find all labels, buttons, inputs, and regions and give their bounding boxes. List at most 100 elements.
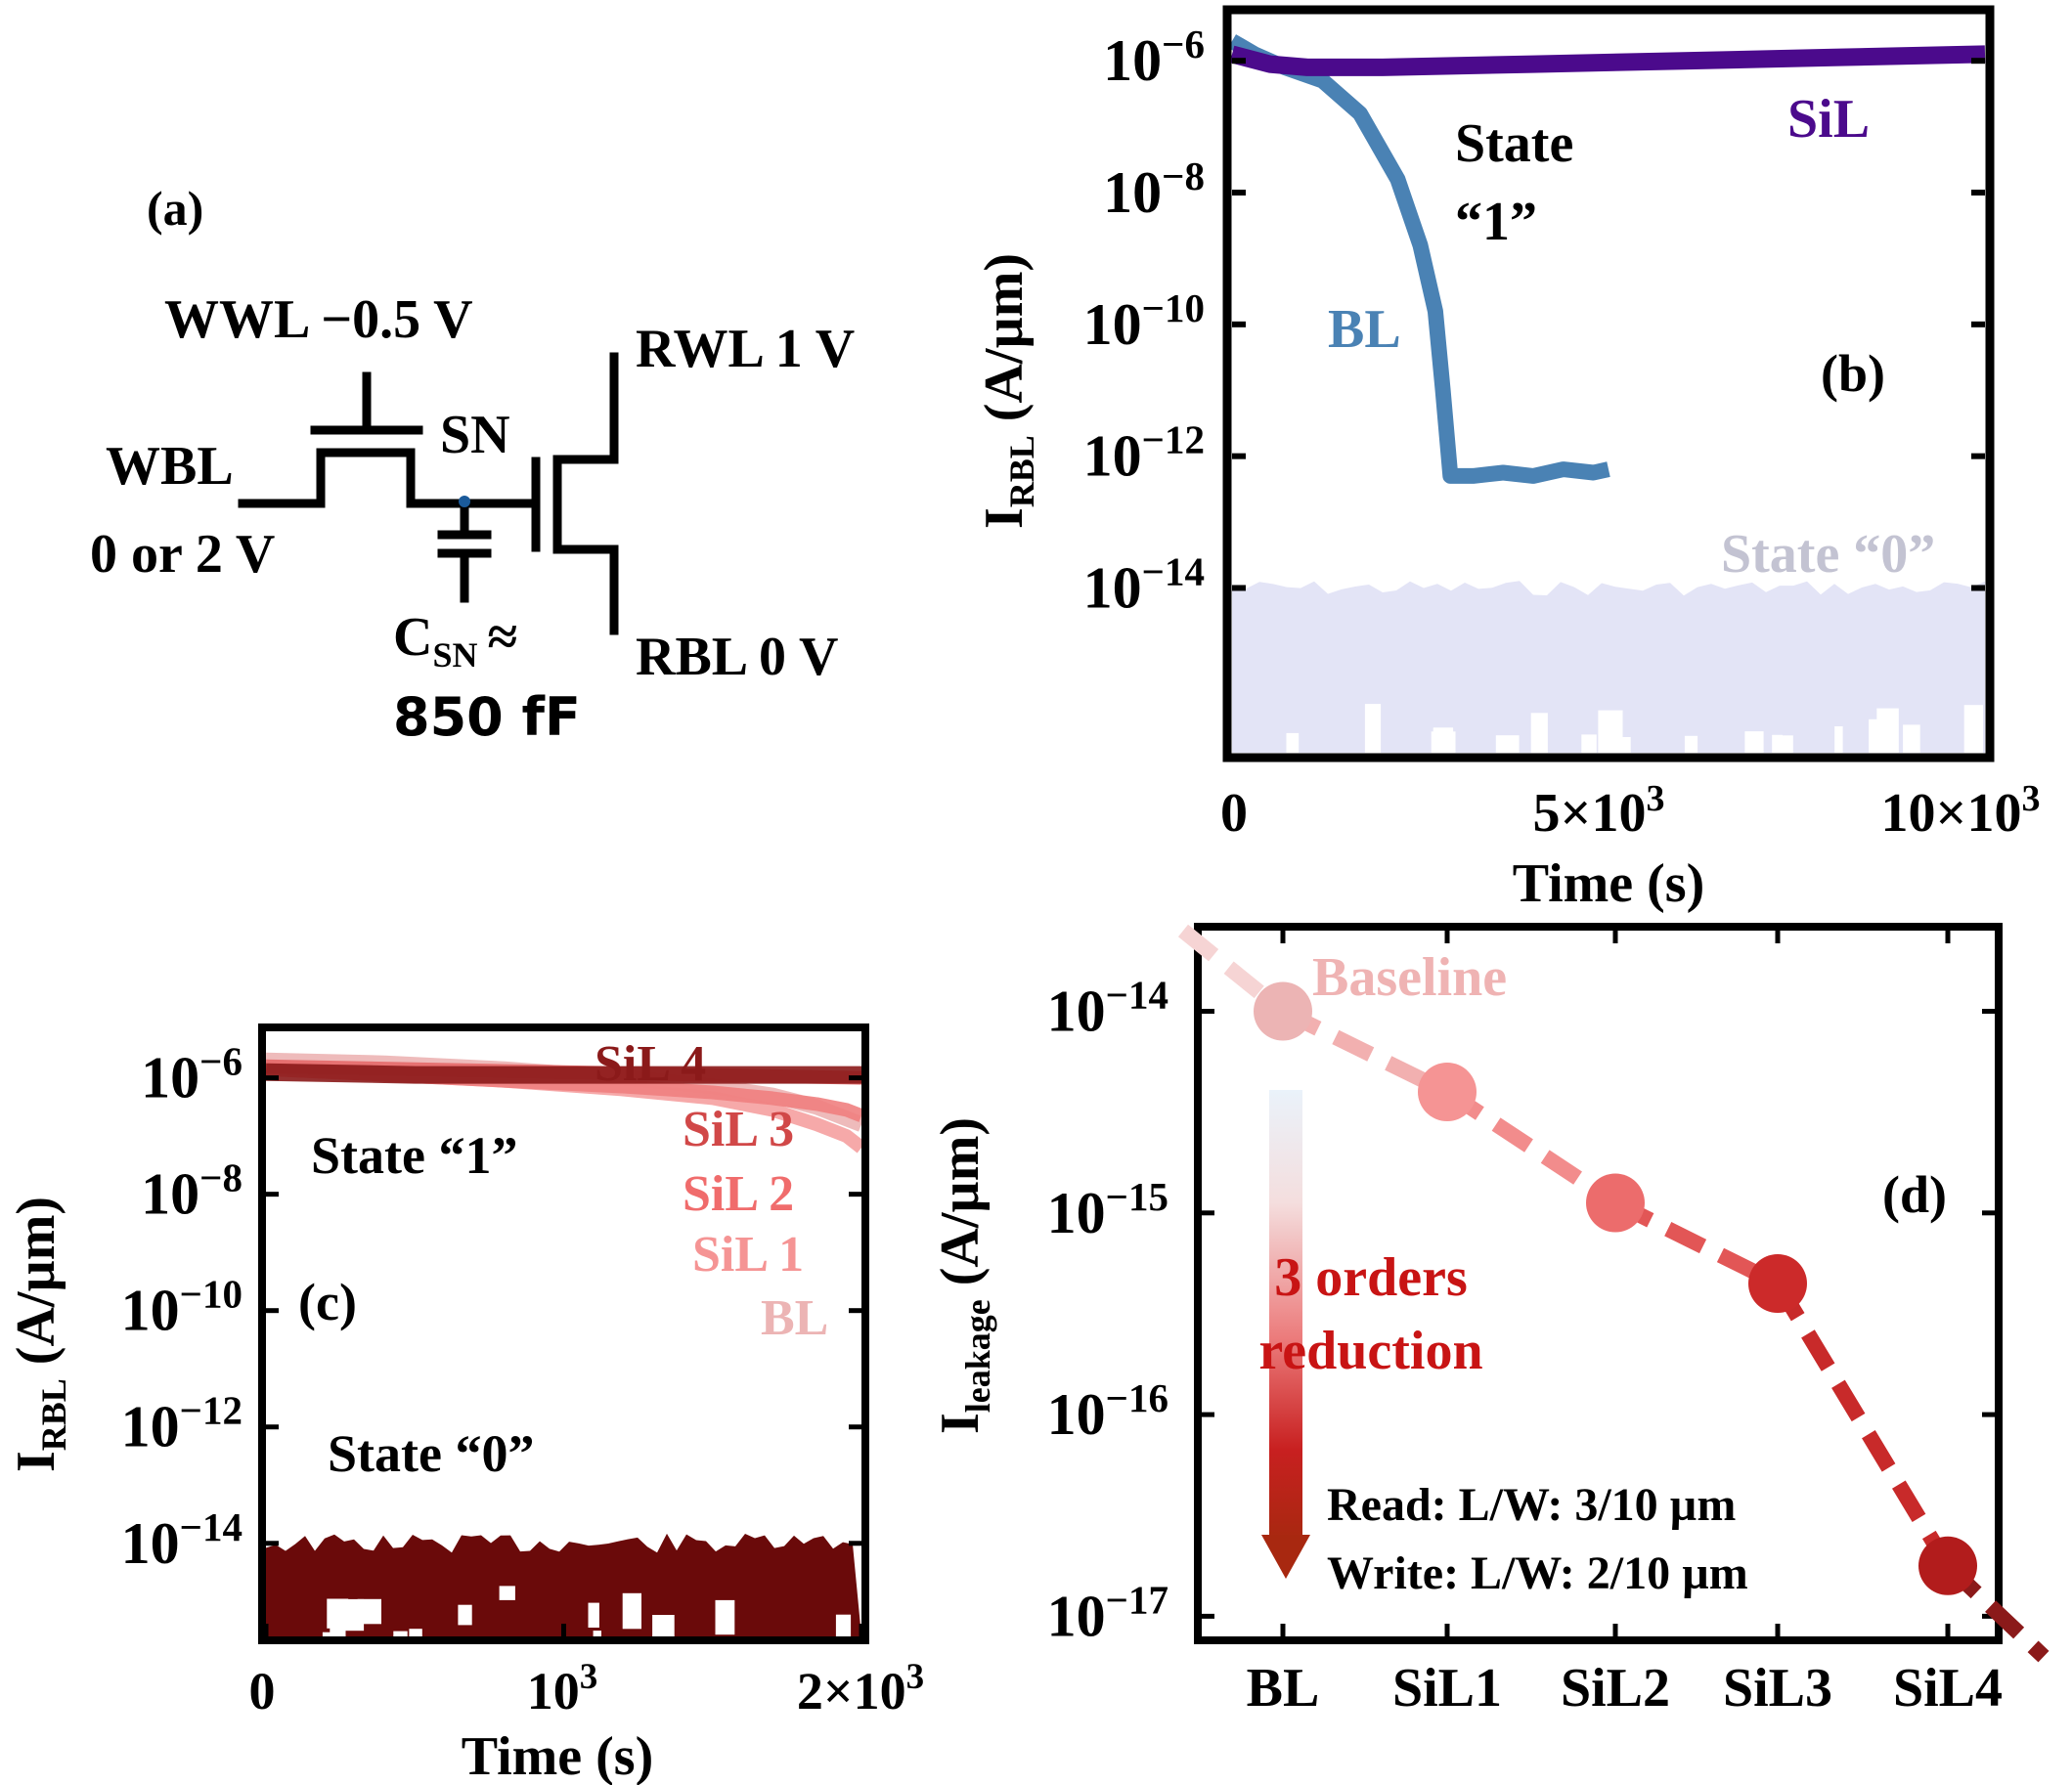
c-ytick-label-2-exp: −10: [180, 1272, 242, 1317]
b-xtick-label-1-exp: 3: [1646, 778, 1664, 819]
b-ytick-label-3: 10−12: [1083, 417, 1205, 489]
c-state0-noise-gap: [843, 1638, 855, 1670]
b-state0-noise-gap: [1772, 734, 1783, 753]
c-ylabel: IRBL (A/µm): [6, 1197, 73, 1472]
c-xtick-label-2-base: 2×10: [797, 1662, 906, 1720]
b-ytick-label-3-exp: −12: [1142, 417, 1205, 462]
d-ytick-label-1-exp: −15: [1106, 1174, 1168, 1219]
d-ytick-label-2-base: 10: [1047, 1382, 1106, 1447]
d-point-sil1: [1418, 1063, 1477, 1122]
c-legend-sil3: SiL 3: [683, 1102, 794, 1157]
c-state0-noise-gap: [588, 1602, 599, 1628]
d-frame: [1194, 923, 2003, 1644]
d-reduction-arrow-head: [1261, 1535, 1310, 1579]
b-ytick-label-4-exp: −14: [1142, 548, 1205, 593]
c-state0-noise-gap: [330, 1708, 341, 1740]
b-xtick-label-0: 0: [1220, 783, 1248, 844]
b-state0-noise-gap: [1876, 708, 1899, 753]
d-category-label-sil3-base: SiL3: [1723, 1658, 1832, 1719]
c-state0-noise-gap: [392, 1669, 419, 1702]
b-ytick-label-2: 10−10: [1083, 285, 1205, 357]
b-annot-state1-line2: “1”: [1455, 192, 1537, 252]
c-legend-bl: BL: [761, 1290, 828, 1346]
b-state0-noise-gap: [1684, 735, 1698, 753]
b-series-bl-line: [1227, 34, 1610, 484]
c-ylabel-main: I: [6, 1451, 66, 1472]
d-reduction-arrow-shaft: [1269, 1090, 1302, 1540]
b-state0-noise-gap: [1903, 724, 1920, 753]
c-ytick-label-3-base: 10: [121, 1395, 180, 1459]
d-annot-reduction-2: reduction: [1258, 1321, 1482, 1381]
c-state0-noise-gap: [715, 1599, 735, 1635]
wwl-label: WWL −0.5 V: [164, 289, 473, 350]
d-annot-read: Read: L/W: 3/10 µm: [1327, 1479, 1736, 1531]
c-ylabel-unit: (A/µm): [6, 1197, 66, 1378]
c-xtick-label-0: 0: [249, 1662, 276, 1720]
b-ytick-label-0: 10−6: [1103, 22, 1205, 93]
csn-approx: ≈: [487, 607, 517, 668]
b-ytick-label-4-base: 10: [1083, 555, 1142, 620]
d-ylabel-sub: leakage: [958, 1299, 997, 1413]
d-category-label-sil2-base: SiL2: [1561, 1658, 1670, 1719]
b-annot-sil: SiL: [1787, 89, 1870, 150]
b-state0-noise-gap: [1431, 731, 1456, 753]
b-annot-state0: State “0”: [1721, 524, 1935, 585]
c-ylabel-sub: RBL: [34, 1378, 73, 1451]
b-ytick-label-0-base: 10: [1103, 28, 1162, 93]
c-ytick-label-2-base: 10: [121, 1279, 180, 1343]
d-point-sil4: [1918, 1536, 1977, 1595]
b-panel-label: (b): [1821, 344, 1885, 403]
rbl-label: RBL 0 V: [636, 627, 838, 687]
d-ylabel: Ileakage (A/µm): [930, 1117, 997, 1434]
b-xtick-label-2-exp: 3: [2021, 778, 2040, 819]
c-state0-noise-gap: [478, 1657, 503, 1676]
c-state0-noise-gap: [622, 1592, 641, 1630]
wbl-value: 0 or 2 V: [90, 524, 275, 585]
c-legend-sil2: SiL 2: [683, 1166, 794, 1222]
b-xtick-label-1: 5×103: [1533, 778, 1665, 844]
c-ytick-label-1: 10−8: [141, 1155, 242, 1227]
c-series-sil4-line: [265, 1063, 861, 1084]
d-plot-area: [1177, 924, 2050, 1663]
c-ytick-label-3-exp: −12: [180, 1388, 242, 1433]
c-ytick-label-4: 10−14: [121, 1504, 242, 1576]
b-state0-noise-gap: [1495, 735, 1520, 753]
d-trend-segment-4: [1771, 1279, 1955, 1570]
d-trend-segment-1: [1279, 1004, 1451, 1100]
d-category-label-sil4: SiL4: [1893, 1658, 2003, 1719]
d-category-label-sil4-base: SiL4: [1893, 1658, 2003, 1719]
rwl-label: RWL 1 V: [636, 319, 855, 379]
d-ytick-label-0-exp: −14: [1106, 973, 1168, 1018]
c-ytick-label-0-exp: −6: [199, 1039, 242, 1084]
d-category-label-sil1: SiL1: [1392, 1658, 1502, 1719]
panel-a-circuit: (a) WWL −0.5 V WBL 0 or 2 V SN RWL 1 V R: [90, 181, 855, 748]
b-xtick-label-2-base: 10×10: [1881, 783, 2022, 844]
b-state0-noise-gap: [1286, 732, 1300, 753]
c-state0-noise-gap: [612, 1692, 627, 1725]
d-ytick-label-3-exp: −17: [1106, 1577, 1168, 1622]
c-state0-noise-gap: [566, 1692, 576, 1710]
c-xtick-label-2: 2×103: [797, 1657, 924, 1720]
b-ytick-label-2-exp: −10: [1142, 285, 1205, 330]
c-frame: [258, 1023, 869, 1644]
csn-main: C: [393, 607, 432, 668]
b-state0-noise-gap: [1780, 735, 1793, 753]
d-trend-segment-3: [1611, 1196, 1782, 1291]
d-category-label-sil2: SiL2: [1561, 1658, 1670, 1719]
b-ytick-label-1-base: 10: [1103, 160, 1162, 225]
b-state0-noise-gap: [1530, 713, 1548, 753]
c-xlabel: Time (s): [462, 1726, 654, 1785]
c-annot-state0: State “0”: [328, 1424, 534, 1483]
b-series-sil-line: [1229, 45, 1986, 76]
b-ytick-label-4: 10−14: [1083, 548, 1205, 620]
sn-node-dot: [459, 496, 470, 507]
c-xtick-label-2-exp: 3: [906, 1657, 925, 1697]
b-ytick-label-2-base: 10: [1083, 292, 1142, 357]
d-panel-label: (d): [1882, 1165, 1947, 1224]
c-ytick-label-3: 10−12: [121, 1388, 242, 1459]
c-state0-noise-gap: [541, 1696, 561, 1732]
